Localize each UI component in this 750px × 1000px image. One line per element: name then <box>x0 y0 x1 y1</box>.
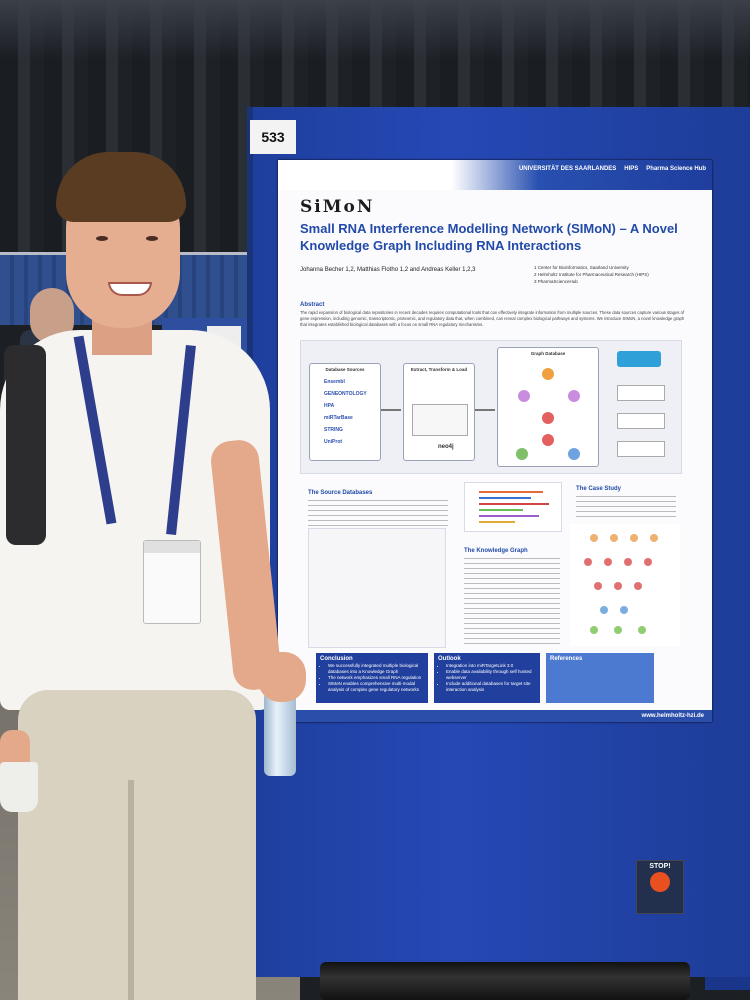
legend-item <box>617 441 665 457</box>
etl-heading: Extract, Transform & Load <box>410 367 468 372</box>
backpack-strap <box>6 345 46 545</box>
legend-item <box>617 385 665 401</box>
logo-hips: HIPS <box>624 166 639 172</box>
source-item: HPA <box>324 403 335 409</box>
source-databases-text <box>308 500 448 526</box>
affiliation: 2 Helmholtz Institute for Pharmaceutical… <box>534 272 649 277</box>
header-logos: UNIVERSITÄT DES SAARLANDES HIPS Pharma S… <box>519 166 706 172</box>
etl-table <box>412 404 468 436</box>
abstract-heading: Abstract <box>300 302 325 308</box>
graph-legend <box>611 351 673 463</box>
affiliation: 3 PharmaScienceHub <box>534 279 578 284</box>
person-pants <box>18 690 256 1000</box>
conclusion-item: The network emphasizes small RNA regulat… <box>328 675 428 681</box>
poster-authors: Johanna Becher 1,2, Matthias Flotho 1,2 … <box>300 267 476 273</box>
person-hand <box>258 652 306 702</box>
source-item: miRTarBase <box>324 415 353 421</box>
stop-hand-icon <box>650 872 670 892</box>
graph-database-heading: Graph Database <box>530 351 566 356</box>
etl-box: Extract, Transform & Load neo4j <box>403 363 475 461</box>
stop-sticker: STOP! <box>636 860 684 914</box>
source-item: STRING <box>324 427 343 433</box>
poster: UNIVERSITÄT DES SAARLANDES HIPS Pharma S… <box>278 160 712 722</box>
source-databases-heading: The Source Databases <box>308 490 373 496</box>
poster-affiliations: 1 Center for Bioinformatics, Saarland Un… <box>534 264 649 285</box>
graph-database-box: Graph Database <box>497 347 599 467</box>
pipeline-panel: Database Sources Ensembl GENEONTOLOGY HP… <box>300 340 682 474</box>
references-panel: References <box>546 653 654 703</box>
abstract-text: The rapid expansion of biological data r… <box>300 310 685 327</box>
graph-node <box>542 434 554 446</box>
name-badge <box>143 540 201 624</box>
pants-seam <box>128 780 134 1000</box>
person-eye <box>146 236 158 241</box>
source-item: UniProt <box>324 439 343 445</box>
references-heading: References <box>550 656 583 662</box>
board-number: 533 <box>250 120 296 154</box>
graph-node <box>542 412 554 424</box>
knowledge-graph-text <box>464 558 560 646</box>
conclusion-heading: Conclusion <box>320 656 353 662</box>
arrow <box>475 409 495 411</box>
paper-cup <box>0 762 38 812</box>
simon-logo: SiMoN <box>300 197 375 217</box>
logo-psh: Pharma Science Hub <box>646 166 706 172</box>
conclusion-panel: Conclusion We successfully integrated mu… <box>316 653 428 703</box>
neo4j-label: neo4j <box>438 444 454 450</box>
source-item: Ensembl <box>324 379 345 385</box>
conclusion-item: SIMoN enables comprehensive multi-modal … <box>328 681 428 693</box>
person-eye <box>96 236 108 241</box>
graph-node <box>516 448 528 460</box>
outlook-item: Integration into miRTargetLink 3.0 <box>446 663 540 669</box>
graph-node <box>542 368 554 380</box>
conclusion-item: We successfully integrated multiple biol… <box>328 663 428 675</box>
case-study-network <box>570 524 680 646</box>
affiliation: 1 Center for Bioinformatics, Saarland Un… <box>534 265 629 270</box>
logo-uds: UNIVERSITÄT DES SAARLANDES <box>518 166 617 172</box>
outlook-item: Include additional databases for target … <box>446 681 540 693</box>
graph-node <box>518 390 530 402</box>
schema-diagram <box>308 528 446 648</box>
arrow <box>381 409 401 411</box>
database-sources-heading: Database Sources <box>325 367 365 372</box>
poster-title: Small RNA Interference Modelling Network… <box>300 221 678 253</box>
outlook-heading: Outlook <box>438 656 461 662</box>
outlook-item: Enable data availability through self ho… <box>446 669 540 681</box>
stop-sticker-text: STOP! <box>649 863 671 870</box>
source-list: Ensembl GENEONTOLOGY HPA miRTarBase STRI… <box>310 376 380 448</box>
person-hair <box>56 152 186 222</box>
poster-header-bar: UNIVERSITÄT DES SAARLANDES HIPS Pharma S… <box>278 160 712 190</box>
poster-tube <box>320 962 690 1000</box>
poster-footer: www.helmholtz-hzi.de <box>278 710 712 722</box>
graph-node <box>568 390 580 402</box>
database-sources-box: Database Sources Ensembl GENEONTOLOGY HP… <box>309 363 381 461</box>
source-item: GENEONTOLOGY <box>324 391 367 397</box>
legend-item <box>617 413 665 429</box>
knowledge-graph-heading: The Knowledge Graph <box>464 548 528 554</box>
case-study-text <box>576 496 676 520</box>
case-study-heading: The Case Study <box>576 486 622 492</box>
mirtargetlink-logo <box>617 351 661 367</box>
graph-node <box>568 448 580 460</box>
outlook-panel: Outlook Integration into miRTargetLink 3… <box>434 653 540 703</box>
bar-chart-figure <box>464 482 562 532</box>
water-bottle <box>264 682 296 776</box>
